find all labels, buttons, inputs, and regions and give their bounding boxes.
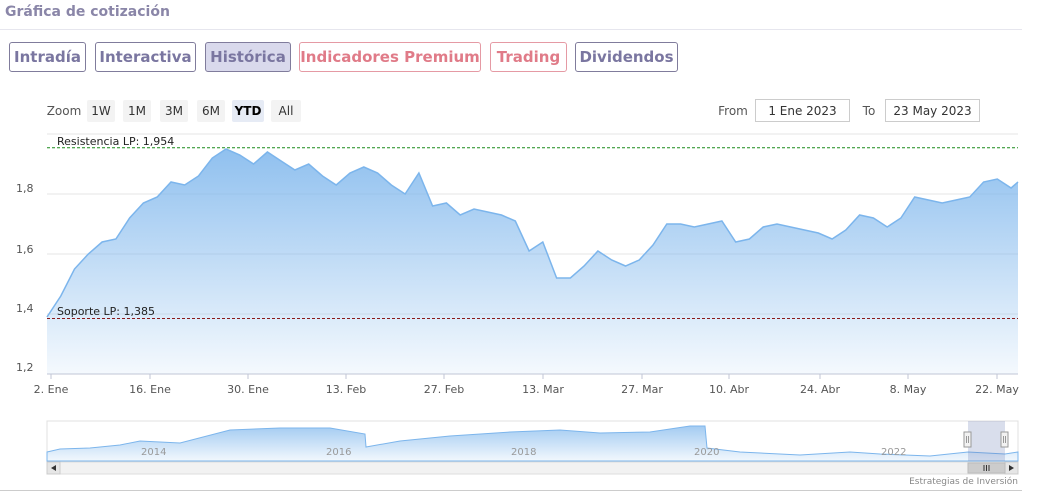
zoom-label: Zoom bbox=[46, 104, 82, 118]
y-tick-label: 1,2 bbox=[16, 361, 34, 374]
from-label: From bbox=[718, 104, 748, 118]
navigator-scrollbar[interactable] bbox=[46, 461, 1019, 475]
x-tick-label: 16. Ene bbox=[129, 383, 171, 396]
support-label: Soporte LP: 1,385 bbox=[57, 305, 155, 318]
to-label: To bbox=[862, 104, 876, 118]
arrow-left-icon bbox=[51, 465, 56, 471]
x-tick-label: 30. Ene bbox=[227, 383, 269, 396]
x-tick-label: 27. Feb bbox=[423, 383, 465, 396]
zoom-3m-button[interactable]: 3M bbox=[160, 100, 188, 122]
y-tick-label: 1,8 bbox=[16, 182, 34, 195]
navigator-year-label: 2020 bbox=[694, 447, 720, 458]
x-tick-label: 13. Mar bbox=[522, 383, 564, 396]
navigator-year-label: 2016 bbox=[326, 447, 352, 458]
tab-indicadores-premium[interactable]: Indicadores Premium bbox=[299, 42, 481, 72]
tab-interactiva[interactable]: Interactiva bbox=[95, 42, 196, 72]
navigator-series bbox=[46, 425, 1019, 462]
x-tick-label: 13. Feb bbox=[325, 383, 367, 396]
resistance-label: Resistencia LP: 1,954 bbox=[57, 135, 175, 148]
zoom-1w-button[interactable]: 1W bbox=[87, 100, 115, 122]
title-divider bbox=[0, 29, 1022, 30]
from-date-input[interactable]: 1 Ene 2023 bbox=[755, 99, 850, 122]
x-tick-label: 27. Mar bbox=[621, 383, 663, 396]
page-title: Gráfica de cotización bbox=[5, 4, 170, 20]
navigator-selected-range[interactable] bbox=[968, 421, 1005, 461]
tab-historica[interactable]: Histórica bbox=[205, 42, 291, 72]
x-tick-label: 2. Ene bbox=[33, 383, 69, 396]
zoom-all-button[interactable]: All bbox=[271, 100, 301, 122]
y-tick-label: 1,6 bbox=[16, 243, 34, 256]
x-tick-label: 22. May bbox=[975, 383, 1019, 396]
x-tick-label: 8. May bbox=[889, 383, 927, 396]
tab-dividendos[interactable]: Dividendos bbox=[575, 42, 678, 72]
navigator-right-handle[interactable] bbox=[1000, 431, 1009, 448]
bottom-divider bbox=[0, 490, 1022, 491]
navigator-year-label: 2018 bbox=[511, 447, 537, 458]
zoom-6m-button[interactable]: 6M bbox=[197, 100, 225, 122]
zoom-1m-button[interactable]: 1M bbox=[123, 100, 151, 122]
chart-annotations bbox=[47, 147, 1018, 319]
price-line bbox=[46, 148, 1019, 318]
tab-intradia[interactable]: Intradía bbox=[9, 42, 86, 72]
arrow-right-icon bbox=[1009, 465, 1014, 471]
to-date-input[interactable]: 23 May 2023 bbox=[885, 99, 980, 122]
navigator-year-label: 2014 bbox=[141, 447, 167, 458]
x-tick-label: 10. Abr bbox=[708, 383, 750, 396]
chart-credit[interactable]: Estrategias de Inversión bbox=[909, 477, 1018, 487]
x-axis-ticks bbox=[50, 374, 998, 379]
x-tick-label: 24. Abr bbox=[799, 383, 841, 396]
zoom-ytd-button[interactable]: YTD bbox=[232, 100, 264, 122]
navigator-year-label: 2022 bbox=[881, 447, 907, 458]
navigator-left-handle[interactable] bbox=[963, 431, 972, 448]
tab-trading[interactable]: Trading bbox=[490, 42, 567, 72]
y-tick-label: 1,4 bbox=[16, 302, 34, 315]
price-area bbox=[47, 149, 1018, 374]
